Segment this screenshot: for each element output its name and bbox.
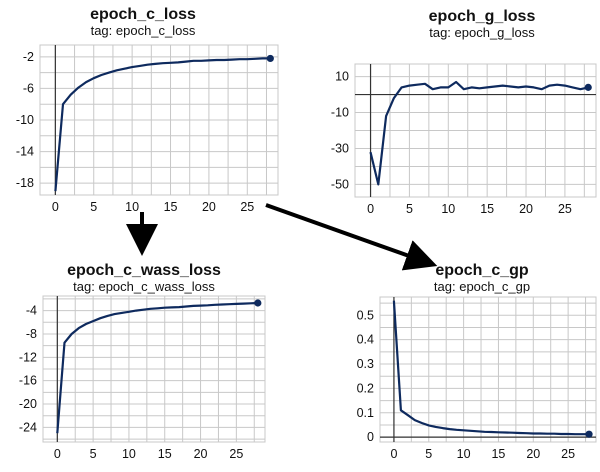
chart-subtitle: tag: epoch_c_loss <box>91 23 196 38</box>
chart-title: epoch_g_loss <box>429 8 536 25</box>
x-tick-label: 5 <box>90 200 97 214</box>
y-tick-label: 0.3 <box>357 357 374 371</box>
x-tick-label: 25 <box>229 447 243 461</box>
x-tick-label: 25 <box>561 447 575 461</box>
last-point-marker <box>584 83 592 91</box>
x-tick-label: 15 <box>158 447 172 461</box>
chart-subtitle: tag: epoch_c_wass_loss <box>73 279 215 294</box>
y-tick-label: -10 <box>16 113 34 127</box>
x-tick-label: 10 <box>122 447 136 461</box>
y-tick-label: -10 <box>331 106 349 120</box>
x-tick-label: 20 <box>194 447 208 461</box>
y-tick-label: -24 <box>19 420 37 434</box>
y-tick-label: -2 <box>23 50 34 64</box>
chart-subtitle: tag: epoch_c_gp <box>434 279 530 294</box>
x-tick-label: 0 <box>367 202 374 216</box>
x-tick-label: 15 <box>491 447 505 461</box>
panel-epoch-g-loss: epoch_g_loss tag: epoch_g_loss 10 -10 -30 -… <box>331 8 597 216</box>
y-tick-label: -8 <box>26 327 37 341</box>
y-tick-label: 0.4 <box>357 333 374 347</box>
x-tick-label: 5 <box>425 447 432 461</box>
x-tick-label: 10 <box>125 200 139 214</box>
last-point-marker <box>266 54 274 63</box>
x-tick-label: 25 <box>240 200 254 214</box>
diagonal-arrow <box>265 203 438 271</box>
last-point-marker <box>585 430 593 438</box>
y-tick-label: 0.2 <box>357 381 374 395</box>
y-tick-label: -6 <box>23 81 34 95</box>
x-tick-label: 0 <box>390 447 397 461</box>
y-tick-label: -14 <box>16 145 34 159</box>
y-tick-label: -30 <box>331 141 349 155</box>
x-tick-label: 10 <box>457 447 471 461</box>
x-tick-label: 25 <box>558 202 572 216</box>
x-tick-label: 5 <box>406 202 413 216</box>
panel-epoch-c-gp: epoch_c_gp tag: epoch_c_gp 0.5 0.4 0.3 0.2 0… <box>357 262 597 461</box>
x-tick-label: 0 <box>54 447 61 461</box>
y-tick-label: -12 <box>19 350 37 364</box>
y-tick-label: -18 <box>16 176 34 190</box>
y-tick-label: 0.5 <box>357 308 374 322</box>
panel-epoch-c-wass-loss: epoch_c_wass_loss tag: epoch_c_wass_loss… <box>19 262 266 461</box>
series-line <box>369 80 589 186</box>
x-tick-label: 15 <box>164 200 178 214</box>
chart-title: epoch_c_gp <box>435 262 529 279</box>
chart-title: epoch_c_loss <box>90 6 196 23</box>
x-tick-label: 5 <box>90 447 97 461</box>
y-tick-label: -20 <box>19 397 37 411</box>
x-tick-label: 10 <box>441 202 455 216</box>
chart-title: epoch_c_wass_loss <box>67 262 221 279</box>
x-tick-label: 20 <box>519 202 533 216</box>
panel-epoch-c-loss: epoch_c_loss tag: epoch_c_loss -2 -6 -10 -1… <box>16 6 279 214</box>
x-tick-label: 15 <box>480 202 494 216</box>
series-line <box>392 300 589 436</box>
x-tick-label: 0 <box>52 200 59 214</box>
last-point-marker <box>254 299 262 307</box>
y-tick-label: 10 <box>335 70 349 84</box>
chart-subtitle: tag: epoch_g_loss <box>429 25 535 40</box>
y-tick-label: 0.1 <box>357 406 374 420</box>
series-line <box>56 301 258 434</box>
y-tick-label: -16 <box>19 374 37 388</box>
y-tick-label: 0 <box>367 430 374 444</box>
y-tick-label: -50 <box>331 177 349 191</box>
plot-frame <box>379 296 597 443</box>
x-tick-label: 20 <box>526 447 540 461</box>
x-tick-label: 20 <box>202 200 216 214</box>
series-line <box>54 57 271 192</box>
y-tick-label: -4 <box>26 304 37 318</box>
